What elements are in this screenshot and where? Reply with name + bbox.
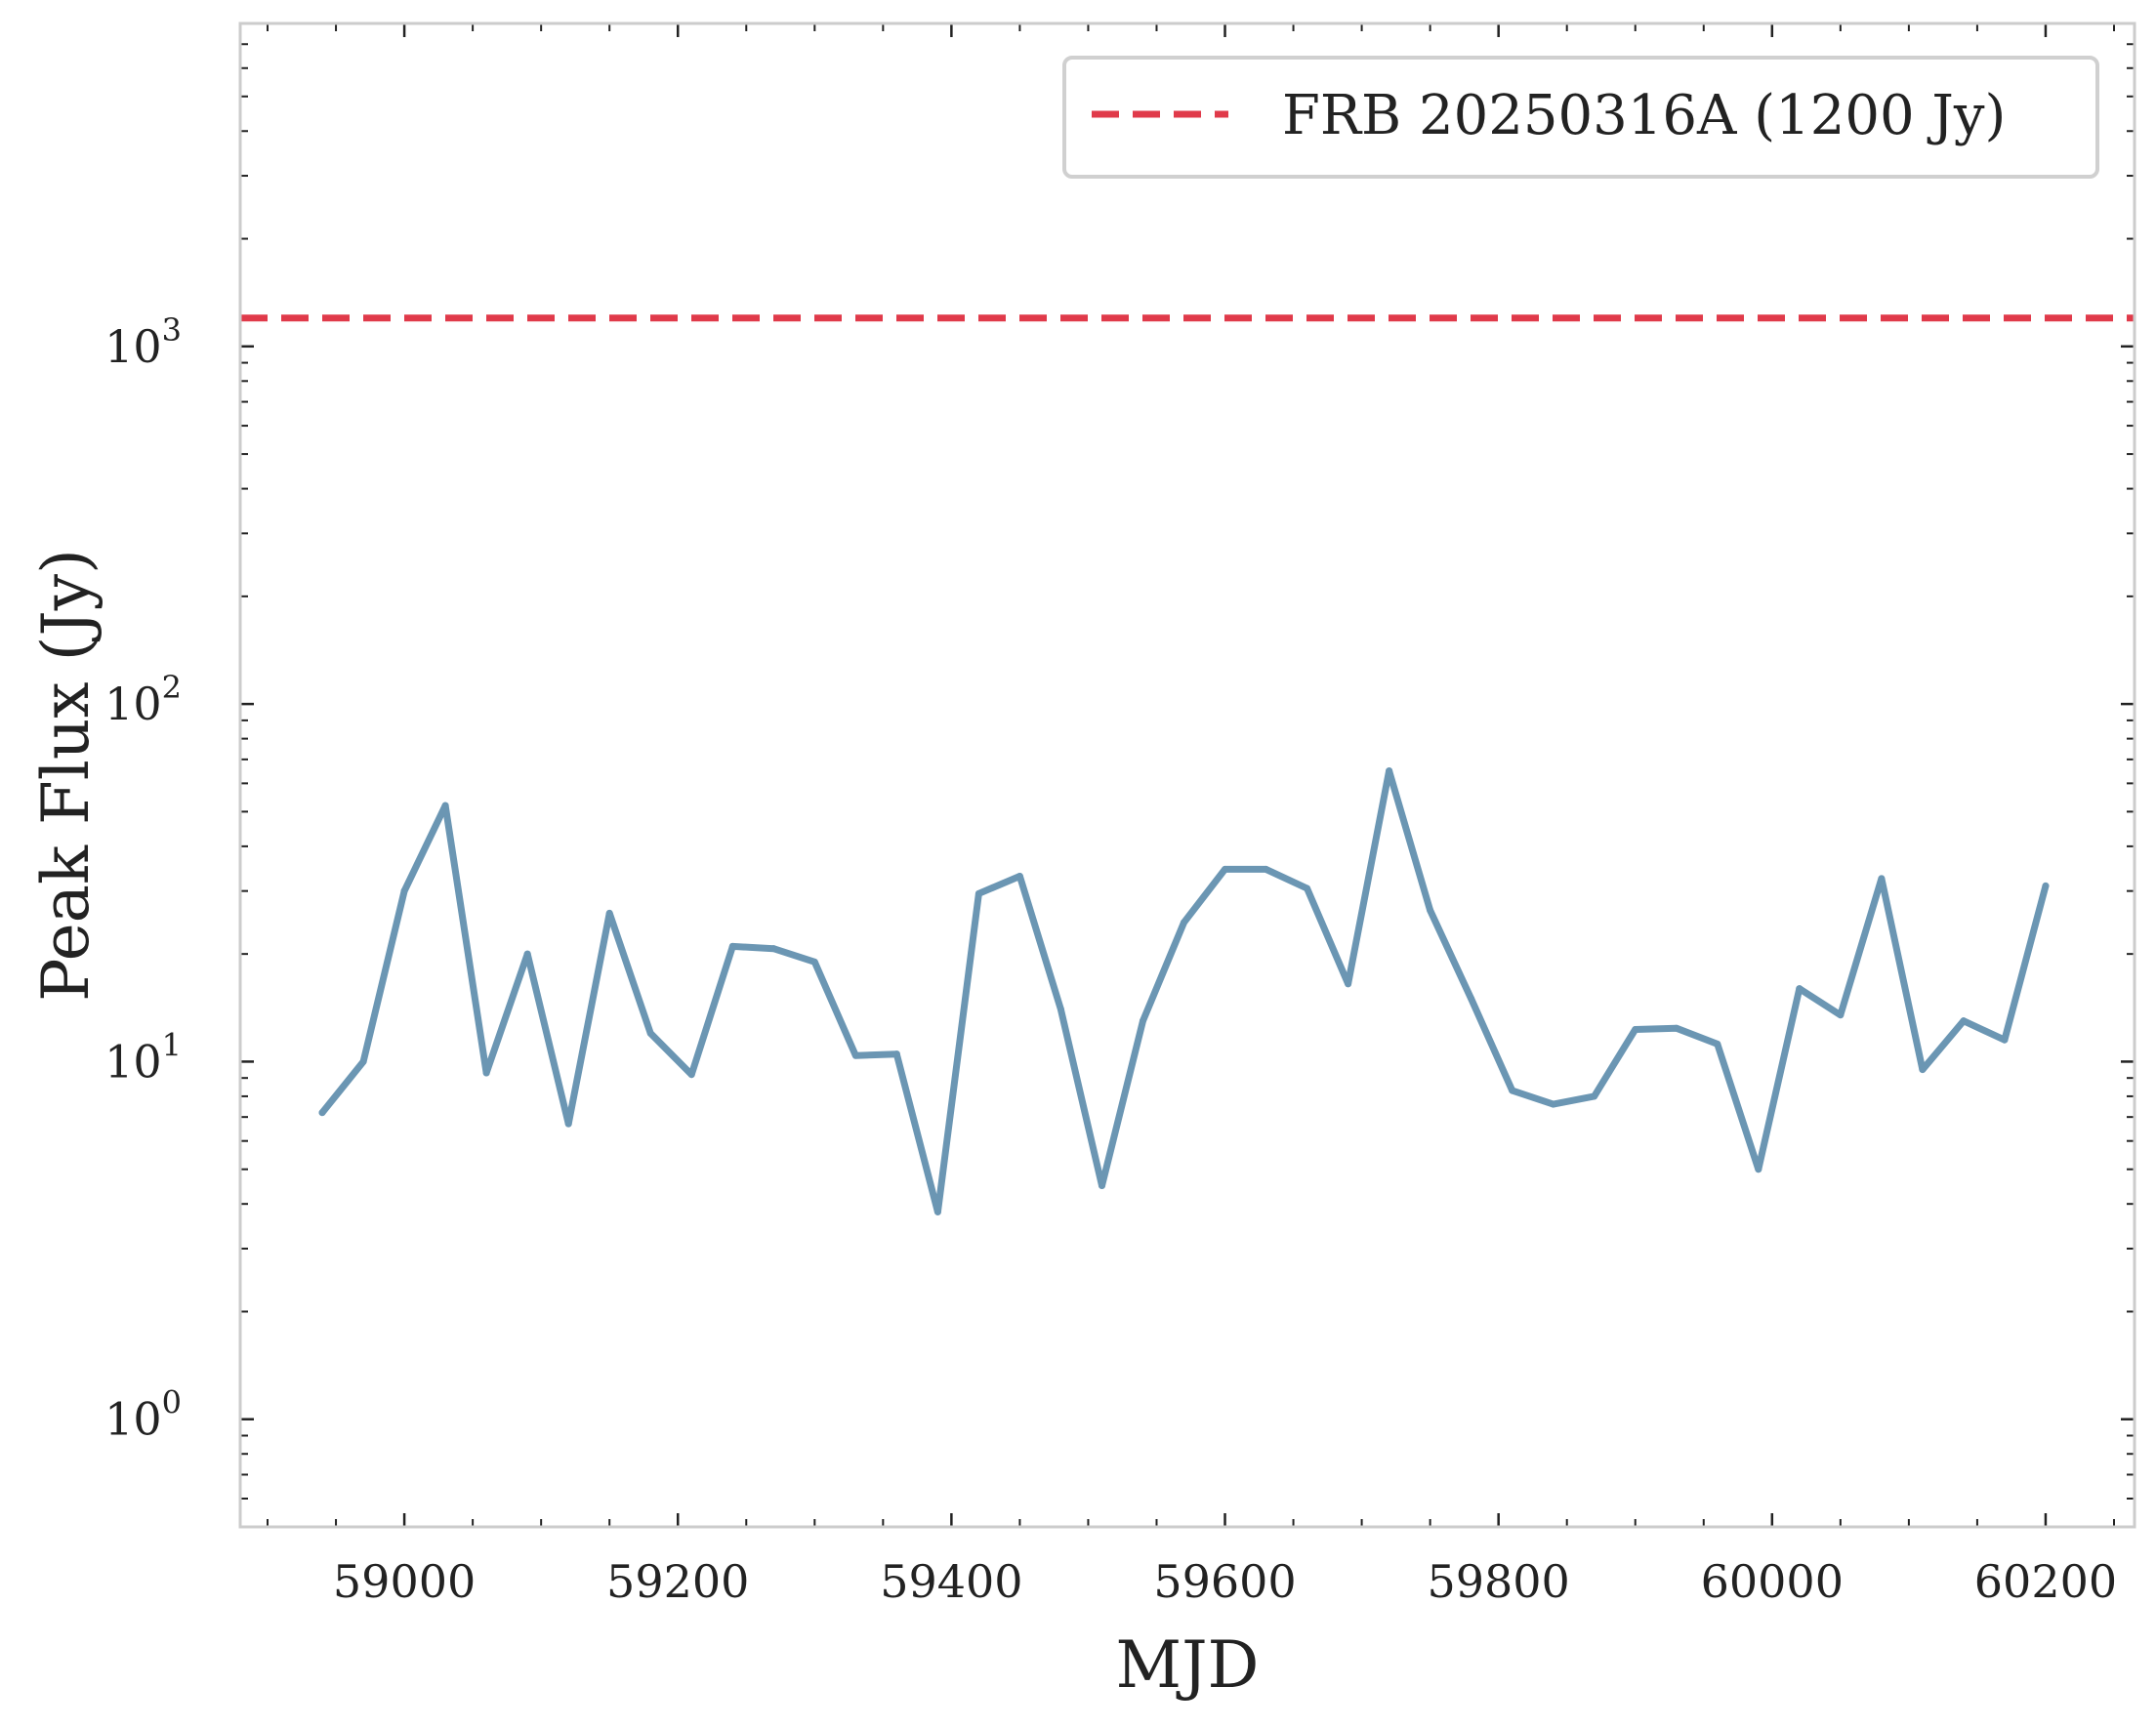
data-point — [851, 1051, 859, 1059]
x-axis-label: MJD — [1116, 1627, 1260, 1703]
data-point — [1468, 995, 1475, 1003]
x-tick-label: 59800 — [1427, 1555, 1569, 1608]
data-point — [1098, 1181, 1105, 1189]
x-tick-label: 60200 — [1974, 1555, 2117, 1608]
data-point — [1714, 1040, 1721, 1048]
data-point — [1222, 865, 1229, 873]
data-point — [810, 958, 818, 966]
legend-label: FRB 20250316A (1200 Jy) — [1282, 84, 2006, 147]
data-point — [1139, 1017, 1146, 1025]
data-point — [1960, 1017, 1968, 1025]
data-point — [1180, 919, 1187, 926]
data-point — [1796, 985, 1804, 993]
data-point — [1345, 980, 1352, 988]
data-point — [1057, 1006, 1064, 1013]
data-point — [1591, 1092, 1598, 1100]
y-tick-label: 102 — [104, 669, 182, 730]
data-point — [1427, 906, 1434, 914]
data-point — [2042, 882, 2050, 889]
x-tick-label: 59600 — [1153, 1555, 1296, 1608]
data-point — [974, 889, 982, 897]
x-tick-label: 59200 — [606, 1555, 749, 1608]
x-tick-label: 59400 — [880, 1555, 1022, 1608]
data-point — [933, 1208, 941, 1215]
data-point — [564, 1120, 572, 1128]
data-points — [318, 767, 2050, 1215]
data-point — [769, 945, 777, 953]
data-point — [1304, 885, 1311, 892]
data-point — [1878, 875, 1886, 883]
data-point — [1673, 1024, 1680, 1032]
data-point — [1755, 1166, 1762, 1173]
plot-area — [240, 314, 2135, 1215]
legend: FRB 20250316A (1200 Jy) — [1062, 56, 2099, 179]
axes-frame — [238, 21, 2136, 1529]
data-point — [523, 950, 531, 958]
data-point — [1386, 767, 1393, 775]
data-point — [1509, 1087, 1516, 1094]
data-point — [400, 887, 408, 895]
data-point — [441, 802, 449, 809]
x-tick-label: 59000 — [333, 1555, 476, 1608]
data-point — [646, 1029, 654, 1037]
y-tick-label: 101 — [104, 1026, 182, 1088]
x-tick-labels: 59000 59200 59400 59600 59800 60000 60200 — [333, 1555, 2117, 1608]
data-point — [359, 1057, 367, 1065]
data-point — [482, 1069, 490, 1077]
data-point — [1919, 1066, 1927, 1074]
data-point — [1632, 1025, 1639, 1033]
data-point — [1263, 865, 1270, 873]
data-point — [892, 1050, 900, 1058]
data-point — [1837, 1011, 1845, 1019]
y-tick-label: 103 — [104, 311, 182, 373]
legend-box — [1062, 56, 2099, 179]
y-axis-label: Peak Flux (Jy) — [28, 549, 104, 1002]
data-point — [1550, 1100, 1557, 1108]
data-point — [2001, 1036, 2009, 1044]
major-ticks — [240, 23, 2135, 1527]
data-point — [687, 1071, 695, 1079]
data-point — [605, 909, 613, 917]
data-point — [1016, 872, 1023, 880]
y-tick-label: 100 — [104, 1384, 182, 1446]
data-point — [728, 942, 736, 950]
data-point — [318, 1109, 326, 1117]
x-tick-label: 60000 — [1701, 1555, 1844, 1608]
y-tick-labels: 100 101 102 103 — [104, 311, 182, 1446]
